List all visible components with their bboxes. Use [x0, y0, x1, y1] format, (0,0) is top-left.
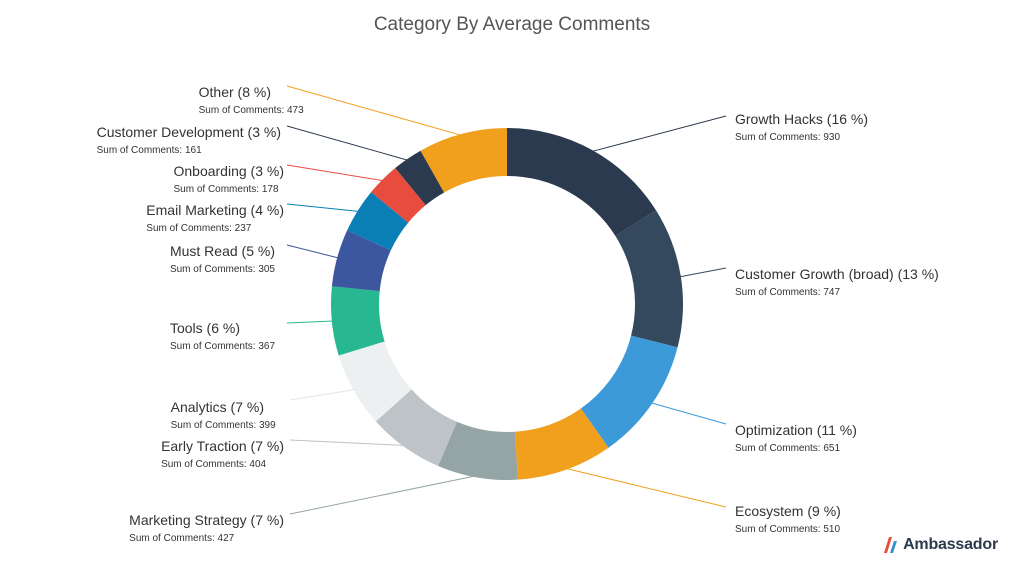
- slice-early-traction[interactable]: [375, 389, 457, 466]
- slice-label-analytics: Analytics (7 %): [171, 399, 264, 415]
- slice-tools[interactable]: [331, 286, 385, 356]
- leader-line-must-read: [286, 244, 340, 259]
- slice-onboarding[interactable]: [371, 168, 426, 223]
- slice-label-marketing-strategy: Marketing Strategy (7 %): [129, 512, 284, 528]
- slice-value-optimization: Sum of Comments: 651: [735, 443, 840, 454]
- slice-label-email-marketing: Email Marketing (4 %): [146, 202, 284, 218]
- slice-label-tools: Tools (6 %): [170, 320, 240, 336]
- slice-value-ecosystem: Sum of Comments: 510: [735, 524, 840, 535]
- slice-label-customer-development: Customer Development (3 %): [97, 124, 281, 140]
- leader-line-email-marketing: [286, 203, 360, 212]
- slice-value-marketing-strategy: Sum of Comments: 427: [129, 533, 234, 544]
- leader-lines-group: [286, 85, 727, 515]
- leader-line-analytics: [289, 389, 356, 401]
- leader-line-tools: [286, 320, 334, 324]
- leader-line-optimization: [650, 402, 727, 425]
- slice-value-must-read: Sum of Comments: 305: [170, 264, 275, 275]
- chart-title: Category By Average Comments: [374, 14, 650, 35]
- slice-value-analytics: Sum of Comments: 399: [171, 420, 276, 431]
- slice-label-optimization: Optimization (11 %): [735, 422, 857, 438]
- slice-value-other: Sum of Comments: 473: [199, 105, 304, 116]
- leader-line-early-traction: [289, 439, 406, 446]
- leader-line-marketing-strategy: [289, 474, 478, 515]
- slice-customer-growth[interactable]: [615, 210, 684, 348]
- leader-line-onboarding: [286, 164, 385, 182]
- brand-logo: Ambassador: [883, 536, 998, 554]
- slice-ecosystem[interactable]: [514, 408, 609, 480]
- slice-label-early-traction: Early Traction (7 %): [161, 438, 284, 454]
- slice-other[interactable]: [420, 128, 507, 193]
- ambassador-logo-icon: [884, 537, 898, 553]
- slice-label-onboarding: Onboarding (3 %): [173, 163, 284, 179]
- slice-value-growth-hacks: Sum of Comments: 930: [735, 132, 840, 143]
- leader-line-customer-growth: [678, 267, 727, 278]
- slice-must-read[interactable]: [331, 230, 391, 292]
- slices-group: [331, 128, 684, 480]
- slice-value-onboarding: Sum of Comments: 178: [173, 184, 278, 195]
- slice-value-early-traction: Sum of Comments: 404: [161, 459, 266, 470]
- slice-analytics[interactable]: [338, 341, 412, 422]
- slice-email-marketing[interactable]: [347, 192, 409, 251]
- slice-value-tools: Sum of Comments: 367: [170, 341, 275, 352]
- slice-value-customer-development: Sum of Comments: 161: [97, 145, 202, 156]
- slice-optimization[interactable]: [580, 335, 678, 448]
- slice-growth-hacks[interactable]: [507, 128, 656, 236]
- leader-line-ecosystem: [564, 467, 727, 508]
- leader-line-customer-development: [286, 125, 409, 161]
- leader-line-other: [286, 85, 463, 137]
- slice-marketing-strategy[interactable]: [438, 421, 518, 480]
- slice-value-email-marketing: Sum of Comments: 237: [146, 223, 251, 234]
- slice-label-ecosystem: Ecosystem (9 %): [735, 503, 841, 519]
- slice-customer-development[interactable]: [395, 150, 445, 206]
- leader-line-growth-hacks: [591, 115, 727, 153]
- slice-label-other: Other (8 %): [199, 84, 271, 100]
- labels-group: Growth Hacks (16 %) Sum of Comments: 930 C…: [97, 84, 939, 544]
- slice-label-growth-hacks: Growth Hacks (16 %): [735, 111, 868, 127]
- slice-label-customer-growth: Customer Growth (broad) (13 %): [735, 266, 939, 282]
- slice-value-customer-growth: Sum of Comments: 747: [735, 287, 840, 298]
- brand-name: Ambassador: [903, 536, 998, 553]
- slice-label-must-read: Must Read (5 %): [170, 243, 275, 259]
